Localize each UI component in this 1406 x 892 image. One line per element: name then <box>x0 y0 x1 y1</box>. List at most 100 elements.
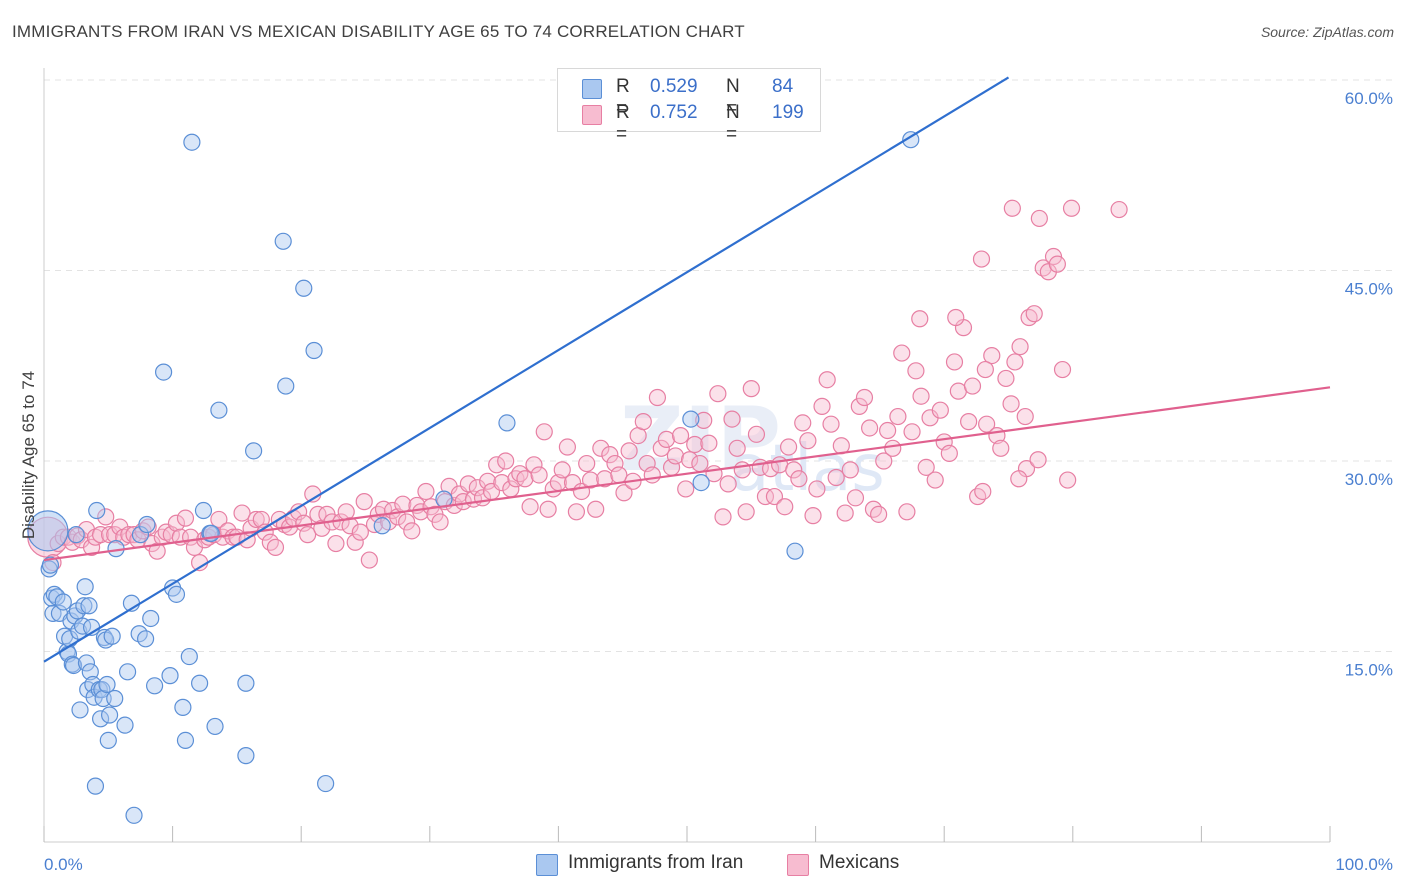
mexicans-point <box>864 500 883 518</box>
mexicans-point <box>846 489 865 507</box>
bottom-legend-swatch-mexicans <box>787 854 809 876</box>
grid-lines <box>44 79 1395 652</box>
mexicans-point <box>394 495 412 513</box>
trendlines <box>43 76 1331 663</box>
iran-point <box>54 593 72 611</box>
iran-point <box>136 630 155 648</box>
mexicans-point <box>893 344 911 362</box>
tick-labels: 15.0% 30.0% 45.0% 60.0% 0.0% 100.0% <box>44 89 1393 874</box>
mexicans-point <box>91 526 110 544</box>
iran-point <box>44 604 62 623</box>
mexicans-point <box>596 470 614 488</box>
mexicans-point <box>765 487 784 506</box>
iran-point <box>145 677 164 695</box>
mexicans-point <box>907 362 925 380</box>
mexicans-point <box>700 434 718 452</box>
watermark-atlas: atlas <box>730 432 885 506</box>
mexicans-point <box>1025 305 1043 323</box>
bottom-legend-label-mexicans: Mexicans <box>819 852 900 873</box>
chart-title: IMMIGRANTS FROM IRAN VS MEXICAN DISABILI… <box>12 22 745 41</box>
y-tick-label: 60.0% <box>1345 89 1393 108</box>
mexicans-point <box>351 523 369 541</box>
mexicans-point <box>1059 471 1077 489</box>
x-tick-label: 100.0% <box>1335 855 1393 874</box>
mexicans-point <box>976 360 994 379</box>
mexicans-point <box>714 508 732 526</box>
mexicans-point <box>176 509 195 527</box>
mexicans-point <box>553 461 571 479</box>
mexicans-point <box>488 456 506 474</box>
iran-points <box>27 131 920 824</box>
iran-point <box>93 680 111 699</box>
mexicans-point <box>827 468 845 487</box>
mexicans-point <box>940 444 958 462</box>
mexicans-point <box>643 466 661 484</box>
iran-point <box>71 701 89 719</box>
iran-point <box>77 654 96 672</box>
mexicans-point <box>790 470 808 488</box>
mexicans-point <box>587 500 605 518</box>
mexicans-point <box>680 451 699 469</box>
mexicans-point <box>167 514 186 532</box>
iran-point <box>174 698 192 716</box>
mexicans-point <box>808 480 826 498</box>
mexicans-point <box>431 513 449 531</box>
legend-n-value: 84 <box>772 76 794 97</box>
iran-point <box>902 131 920 149</box>
mexicans-point <box>210 510 228 529</box>
iran-point <box>194 501 213 520</box>
iran-point <box>81 663 99 681</box>
mexicans-point <box>850 397 868 415</box>
mexicans-point <box>947 308 965 327</box>
mexicans-point <box>360 551 378 569</box>
mexicans-point <box>558 438 577 456</box>
legend-n-label: N = <box>726 102 740 145</box>
iran-point <box>106 689 124 708</box>
mexicans-point <box>355 493 373 511</box>
mexicans-point <box>1010 470 1028 488</box>
mexicans-point <box>252 510 270 529</box>
iran-point <box>373 517 391 535</box>
iran-point <box>75 597 93 615</box>
mexicans-point <box>525 456 543 474</box>
mexicans-point <box>719 475 737 493</box>
iran-point <box>116 716 134 734</box>
iran-point <box>138 515 156 534</box>
iran-point <box>317 774 335 793</box>
mexicans-point <box>1048 255 1066 273</box>
iran-point <box>100 706 119 724</box>
mexicans-point <box>1011 338 1029 356</box>
mexicans-point <box>695 411 713 429</box>
mexicans-point <box>836 504 854 522</box>
mexicans-point <box>648 388 667 407</box>
mexicans-point <box>511 465 529 483</box>
mexicans-point <box>841 461 859 479</box>
mexicans-point <box>535 423 553 441</box>
legend-r-label: R = <box>616 102 630 145</box>
mexicans-point <box>417 482 435 501</box>
iran-point <box>692 473 710 492</box>
mexicans-point <box>785 461 803 479</box>
mexicans-point <box>997 369 1015 388</box>
mexicans-point <box>497 452 515 470</box>
legend-swatch-mexicans <box>582 105 602 125</box>
mexicans-point <box>601 446 619 464</box>
x-tick-label: 0.0% <box>44 855 83 874</box>
mexicans-point <box>346 533 364 551</box>
iran-point <box>277 377 295 395</box>
iran-point <box>191 674 209 692</box>
iran-point <box>245 442 263 460</box>
mexicans-point <box>875 452 893 470</box>
mexicans-point <box>299 526 317 544</box>
iran-point <box>167 585 186 603</box>
mexicans-point <box>539 500 557 518</box>
mexicans-point <box>567 503 586 521</box>
mexicans-point <box>776 498 794 516</box>
iran-point <box>41 556 60 574</box>
legend-r-value: 0.752 <box>650 102 698 123</box>
iran-point <box>786 542 804 560</box>
iran-point <box>274 232 292 250</box>
mexicans-point <box>818 371 836 389</box>
iran-point <box>161 667 179 685</box>
mexicans-point <box>516 470 534 488</box>
